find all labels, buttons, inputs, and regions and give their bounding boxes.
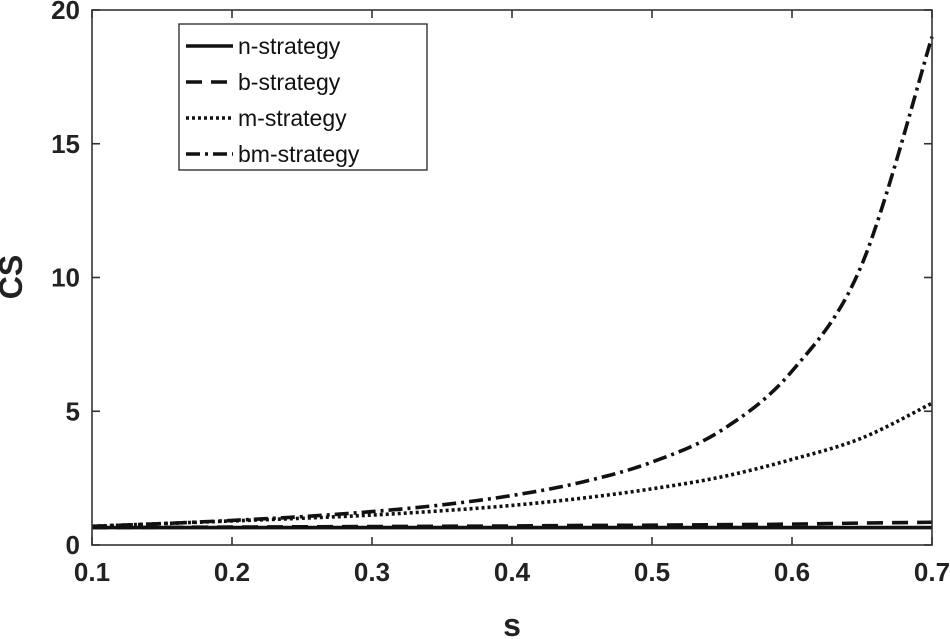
legend-entry-m-strategy: m-strategy bbox=[186, 105, 347, 131]
y-tick-label: 10 bbox=[51, 263, 80, 293]
x-tick-label: 0.7 bbox=[914, 557, 950, 587]
x-tick-label: 0.6 bbox=[774, 557, 810, 587]
x-tick-label: 0.3 bbox=[354, 557, 390, 587]
x-tick-label: 0.1 bbox=[74, 557, 110, 587]
legend-entries: n-strategy b-strategy m-strategy bm-strateg… bbox=[186, 33, 360, 167]
legend-entry-bm-strategy: bm-strategy bbox=[186, 141, 360, 167]
legend-entry-b-strategy: b-strategy bbox=[186, 69, 341, 95]
series-line-b-strategy bbox=[91, 520, 933, 530]
legend-label: m-strategy bbox=[238, 105, 347, 131]
x-axis-label: s bbox=[503, 607, 521, 639]
tick-labels-layer: 0.1 0.2 0.3 0.4 0.5 0.6 0.7 0 5 10 15 20 bbox=[51, 0, 950, 587]
legend-label: n-strategy bbox=[238, 33, 341, 59]
series-layer bbox=[91, 36, 934, 530]
y-tick-label: 20 bbox=[51, 0, 80, 25]
legend-label: bm-strategy bbox=[238, 141, 360, 167]
legend: n-strategy b-strategy m-strategy bm-strateg… bbox=[178, 23, 428, 171]
x-tick-label: 0.4 bbox=[494, 557, 531, 587]
y-axis-label: CS bbox=[0, 255, 29, 299]
legend-box bbox=[178, 23, 428, 171]
y-tick-label: 5 bbox=[66, 396, 80, 426]
ticks-layer bbox=[91, 9, 933, 546]
x-tick-label: 0.2 bbox=[214, 557, 250, 587]
y-tick-label: 15 bbox=[51, 129, 80, 159]
x-tick-label: 0.5 bbox=[634, 557, 670, 587]
series-line-bm-strategy bbox=[91, 36, 934, 529]
legend-entry-n-strategy: n-strategy bbox=[186, 33, 341, 59]
legend-label: b-strategy bbox=[238, 69, 341, 95]
y-tick-label: 0 bbox=[66, 530, 80, 560]
